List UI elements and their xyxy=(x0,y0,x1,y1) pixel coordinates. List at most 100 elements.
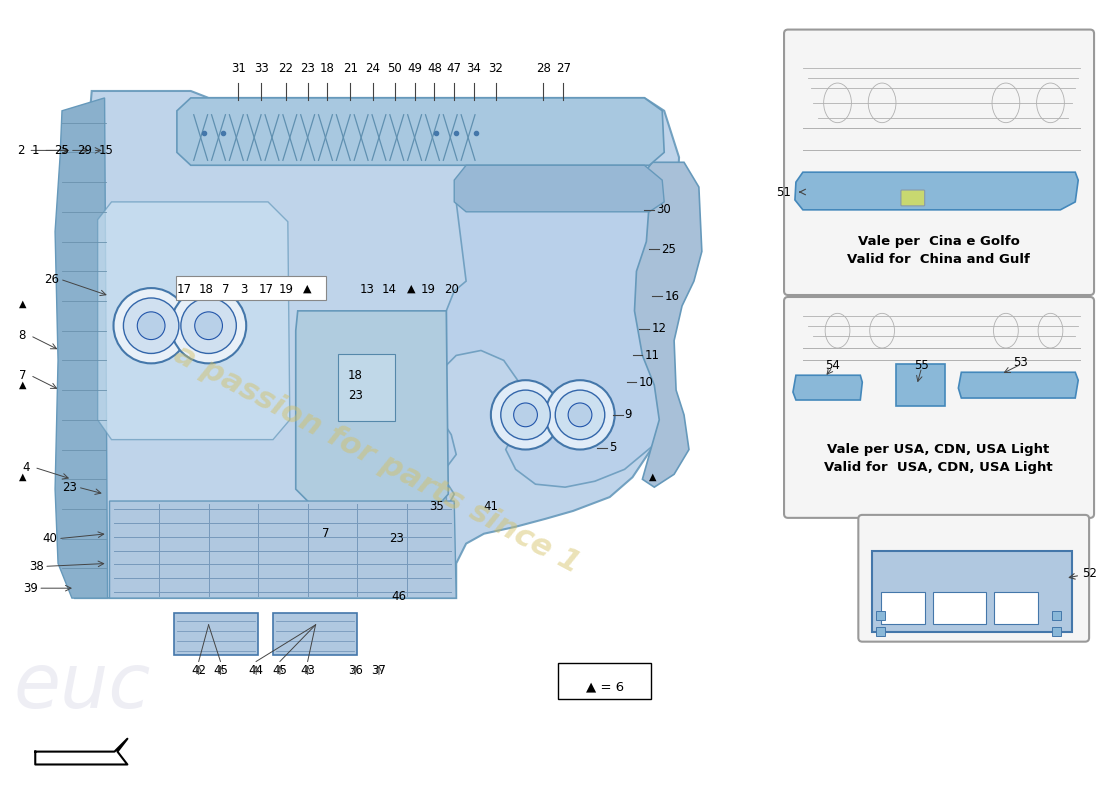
Text: 46: 46 xyxy=(392,590,406,602)
Polygon shape xyxy=(58,91,679,598)
Polygon shape xyxy=(35,738,128,765)
Text: 23: 23 xyxy=(348,389,363,402)
Text: 10: 10 xyxy=(638,376,653,389)
Text: 55: 55 xyxy=(914,359,929,372)
Text: 15: 15 xyxy=(99,144,114,157)
FancyBboxPatch shape xyxy=(1052,611,1060,620)
Text: 38: 38 xyxy=(29,560,44,573)
Circle shape xyxy=(170,288,246,363)
Text: 24: 24 xyxy=(365,62,381,75)
Text: 47: 47 xyxy=(447,62,462,75)
FancyBboxPatch shape xyxy=(176,276,327,300)
Text: 16: 16 xyxy=(664,290,679,302)
Text: 18: 18 xyxy=(198,282,213,295)
Text: 28: 28 xyxy=(536,62,551,75)
Polygon shape xyxy=(296,311,449,524)
Polygon shape xyxy=(635,162,702,487)
Text: 30: 30 xyxy=(657,203,671,216)
Text: 42: 42 xyxy=(191,664,206,678)
Text: 51: 51 xyxy=(777,186,791,198)
Text: Vale per  Cina e Golfo: Vale per Cina e Golfo xyxy=(858,235,1020,248)
Text: 3: 3 xyxy=(241,282,248,295)
Text: 39: 39 xyxy=(23,582,37,594)
Text: ▲: ▲ xyxy=(19,380,26,390)
Polygon shape xyxy=(273,613,358,654)
Text: 4: 4 xyxy=(23,461,30,474)
Polygon shape xyxy=(55,98,108,598)
Text: 7: 7 xyxy=(19,369,26,382)
Text: 50: 50 xyxy=(387,62,403,75)
Polygon shape xyxy=(958,372,1078,398)
Text: 54: 54 xyxy=(825,359,840,372)
Polygon shape xyxy=(177,98,664,166)
Text: 31: 31 xyxy=(231,62,245,75)
Text: 25: 25 xyxy=(661,243,676,256)
FancyBboxPatch shape xyxy=(558,663,651,699)
Text: 22: 22 xyxy=(278,62,294,75)
Circle shape xyxy=(568,403,592,426)
Text: 32: 32 xyxy=(488,62,504,75)
FancyBboxPatch shape xyxy=(784,30,1094,295)
FancyBboxPatch shape xyxy=(901,190,925,206)
Text: 52: 52 xyxy=(1082,567,1097,580)
Text: 36: 36 xyxy=(348,664,363,678)
FancyBboxPatch shape xyxy=(858,515,1089,642)
Text: ▲: ▲ xyxy=(19,472,26,482)
Text: 23: 23 xyxy=(389,532,404,545)
Text: 14: 14 xyxy=(382,282,396,295)
Text: 53: 53 xyxy=(1013,356,1028,369)
Text: 23: 23 xyxy=(63,481,77,494)
Text: 19: 19 xyxy=(421,282,436,295)
Text: 1: 1 xyxy=(32,144,39,157)
Circle shape xyxy=(500,390,550,440)
Polygon shape xyxy=(454,166,664,212)
Text: 26: 26 xyxy=(45,273,59,286)
Text: 8: 8 xyxy=(19,329,26,342)
FancyBboxPatch shape xyxy=(339,354,395,421)
Text: 27: 27 xyxy=(556,62,571,75)
Polygon shape xyxy=(795,172,1078,210)
Text: 11: 11 xyxy=(645,349,659,362)
Polygon shape xyxy=(110,501,456,598)
Text: 41: 41 xyxy=(483,501,498,514)
Polygon shape xyxy=(174,613,258,654)
FancyBboxPatch shape xyxy=(872,550,1072,632)
Text: 44: 44 xyxy=(249,664,264,678)
Text: 9: 9 xyxy=(625,408,632,422)
Text: ▲: ▲ xyxy=(19,299,26,309)
Text: 34: 34 xyxy=(466,62,482,75)
Text: 17: 17 xyxy=(176,282,191,295)
Text: 2: 2 xyxy=(16,144,24,157)
FancyBboxPatch shape xyxy=(881,592,925,624)
Text: ▲ = 6: ▲ = 6 xyxy=(585,681,624,694)
Polygon shape xyxy=(793,375,862,400)
Text: 35: 35 xyxy=(429,501,443,514)
Text: 45: 45 xyxy=(213,664,228,678)
Text: 18: 18 xyxy=(348,369,363,382)
Text: 49: 49 xyxy=(407,62,422,75)
Text: 33: 33 xyxy=(254,62,268,75)
Circle shape xyxy=(514,403,538,426)
FancyBboxPatch shape xyxy=(784,297,1094,518)
Polygon shape xyxy=(98,202,289,440)
Text: 48: 48 xyxy=(427,62,442,75)
FancyBboxPatch shape xyxy=(1052,627,1060,636)
Circle shape xyxy=(113,288,189,363)
Text: ▲: ▲ xyxy=(407,284,416,294)
Text: 40: 40 xyxy=(43,532,57,545)
Text: 7: 7 xyxy=(222,282,229,295)
Text: 13: 13 xyxy=(360,282,374,295)
Text: 23: 23 xyxy=(300,62,315,75)
Circle shape xyxy=(195,312,222,339)
Polygon shape xyxy=(434,202,672,509)
FancyBboxPatch shape xyxy=(876,627,884,636)
Text: Valid for  USA, CDN, USA Light: Valid for USA, CDN, USA Light xyxy=(824,461,1053,474)
Text: 17: 17 xyxy=(258,282,274,295)
Circle shape xyxy=(546,380,615,450)
Text: Valid for  China and Gulf: Valid for China and Gulf xyxy=(847,253,1030,266)
Circle shape xyxy=(138,312,165,339)
Text: 25: 25 xyxy=(55,144,69,157)
Text: euc: euc xyxy=(13,650,151,724)
Circle shape xyxy=(180,298,236,354)
Circle shape xyxy=(123,298,179,354)
